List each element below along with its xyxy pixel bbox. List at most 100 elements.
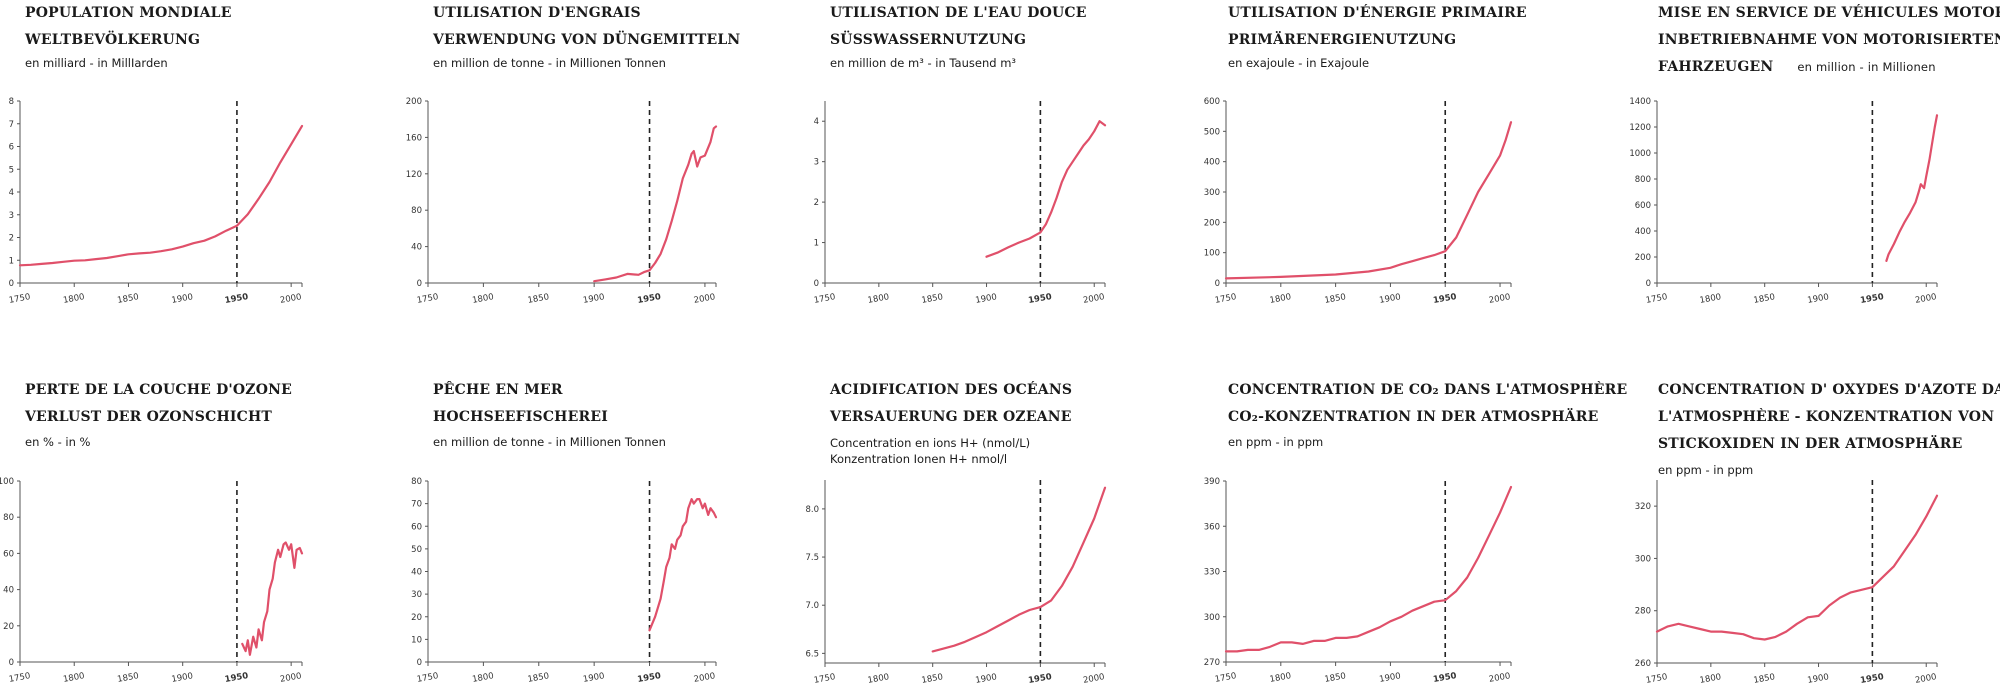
y-tick-label: 500 [1204, 127, 1220, 137]
y-tick-label: 0 [417, 279, 422, 289]
x-tick-label: 1950 [1028, 292, 1053, 306]
y-tick-label: 6 [9, 143, 14, 153]
y-tick-label: 0 [1646, 279, 1651, 289]
x-tick-label: 1850 [1753, 672, 1776, 686]
x-tick-label: 2000 [693, 292, 716, 306]
x-tick-label: 2000 [279, 292, 302, 306]
y-tick-label: 10 [411, 635, 422, 645]
y-tick-label: 160 [406, 133, 422, 143]
x-tick-label: 1800 [1699, 292, 1722, 306]
line-chart: 0 40 80 120 160 200 1750 1800 1850 1900 1950 2000 [406, 97, 718, 306]
x-tick-label: 1800 [1699, 672, 1722, 686]
y-tick-label: 120 [406, 170, 422, 180]
x-tick-label: 1750 [813, 672, 836, 686]
y-tick-label: 60 [3, 549, 14, 559]
x-tick-label: 1750 [1214, 671, 1237, 685]
y-tick-label: 330 [1204, 568, 1220, 578]
y-tick-label: 260 [1635, 659, 1651, 669]
y-tick-label: 2 [9, 234, 14, 244]
y-tick-label: 6.5 [805, 649, 819, 659]
y-tick-label: 30 [411, 590, 422, 600]
y-tick-label: 320 [1635, 502, 1651, 512]
x-tick-label: 1950 [637, 671, 662, 685]
y-tick-label: 7.5 [805, 553, 819, 563]
x-tick-label: 1800 [62, 671, 85, 685]
line-chart: 6.5 7.0 7.5 8.0 1750 1800 1850 1900 1950 2000 [805, 480, 1107, 686]
x-tick-label: 1800 [867, 292, 890, 306]
x-tick-label: 1950 [1860, 292, 1885, 306]
line-chart: 270 300 330 360 390 1750 1800 1850 1900 1950 2000 [1204, 477, 1513, 685]
x-tick-label: 1850 [1324, 671, 1347, 685]
y-tick-label: 1 [814, 239, 819, 249]
y-tick-label: 80 [411, 206, 422, 216]
y-tick-label: 80 [3, 513, 14, 523]
chart-title-line: POPULATION MONDIALE [25, 5, 232, 21]
y-tick-label: 400 [1635, 227, 1651, 237]
x-tick-label: 1950 [1860, 672, 1885, 686]
y-tick-label: 800 [1635, 175, 1651, 185]
y-tick-label: 7 [9, 120, 14, 130]
y-tick-label: 400 [1204, 158, 1220, 168]
y-tick-label: 0 [417, 658, 422, 668]
y-tick-label: 200 [1635, 253, 1651, 263]
x-tick-label: 2000 [1914, 672, 1937, 686]
chart-unit: en million de tonne - in Millionen Tonne… [433, 56, 666, 70]
chart-title-line: STICKOXIDEN IN DER ATMOSPHÄRE [1658, 436, 1963, 452]
x-tick-label: 1750 [416, 671, 439, 685]
y-tick-label: 2 [814, 198, 819, 208]
chart-title-line: HOCHSEEFISCHEREI [433, 409, 608, 425]
chart-title-line: PÊCHE EN MER [433, 382, 563, 398]
x-tick-label: 1950 [1028, 672, 1053, 686]
x-tick-label: 1750 [1214, 292, 1237, 306]
x-tick-label: 1800 [867, 672, 890, 686]
x-tick-label: 1800 [62, 292, 85, 306]
y-tick-label: 0 [1215, 279, 1220, 289]
chart-title-line: PERTE DE LA COUCHE D'OZONE [25, 382, 292, 398]
y-tick-label: 280 [1635, 607, 1651, 617]
x-tick-label: 1750 [8, 671, 31, 685]
x-tick-label: 2000 [1914, 292, 1937, 306]
chart-unit: en ppm - in ppm [1658, 463, 1754, 477]
x-tick-label: 1950 [1432, 292, 1457, 306]
x-tick-label: 1900 [582, 292, 605, 306]
chart-title-line: ACIDIFICATION DES OCÉANS [830, 382, 1073, 398]
x-tick-label: 1950 [224, 671, 249, 685]
x-tick-label: 1900 [1807, 292, 1830, 306]
chart-title-line: VERLUST DER OZONSCHICHT [25, 409, 273, 425]
series-line [1224, 121, 1513, 280]
chart-unit: en milliard - in MillIarden [25, 56, 168, 70]
x-tick-label: 1750 [1645, 292, 1668, 306]
y-tick-label: 70 [411, 500, 422, 510]
chart-title-line: WELTBEVÖLKERUNG [25, 32, 201, 48]
chart-title-line: L'ATMOSPHÈRE - KONZENTRATION VON [1658, 409, 1995, 425]
y-tick-label: 40 [411, 243, 422, 253]
y-tick-label: 3 [9, 211, 14, 221]
y-tick-label: 20 [3, 622, 14, 632]
x-tick-label: 1750 [1645, 672, 1668, 686]
series-line [1655, 494, 1939, 641]
y-tick-label: 1 [9, 256, 14, 266]
x-tick-label: 1800 [472, 671, 495, 685]
series-line [241, 541, 304, 656]
chart-title-line: UTILISATION DE L'EAU DOUCE [830, 5, 1087, 21]
y-tick-label: 0 [9, 658, 14, 668]
line-chart: 260 280 300 320 1750 1800 1850 1900 1950 2000 [1635, 480, 1939, 686]
chart-title-line: FAHRZEUGEN en million - in Millionen [1658, 59, 1936, 75]
chart-unit: en exajoule - in Exajoule [1228, 56, 1370, 70]
x-tick-label: 1800 [1269, 292, 1292, 306]
y-tick-label: 1000 [1629, 149, 1651, 159]
chart-title-line: SÜSSWASSERNUTZUNG [830, 32, 1027, 48]
chart-title-line: VERSAUERUNG DER OZEANE [830, 409, 1072, 425]
x-tick-label: 1850 [117, 292, 140, 306]
x-tick-label: 1900 [171, 292, 194, 306]
chart-title-line: UTILISATION D'ENGRAIS [433, 5, 641, 21]
line-chart: 0 100 200 300 400 500 600 1750 1800 1850 1900 1950 2… [1204, 97, 1513, 306]
y-tick-label: 100 [0, 477, 14, 487]
y-tick-label: 60 [411, 522, 422, 532]
chart-unit: Konzentration Ionen H+ nmol/l [830, 452, 1008, 466]
y-tick-label: 600 [1204, 97, 1220, 107]
chart-unit: en % - in % [25, 435, 91, 449]
x-tick-label: 2000 [1082, 672, 1105, 686]
x-tick-label: 1950 [1432, 671, 1457, 685]
chart-title-line: CONCENTRATION DE CO₂ DANS L'ATMOSPHÈRE [1228, 382, 1628, 398]
